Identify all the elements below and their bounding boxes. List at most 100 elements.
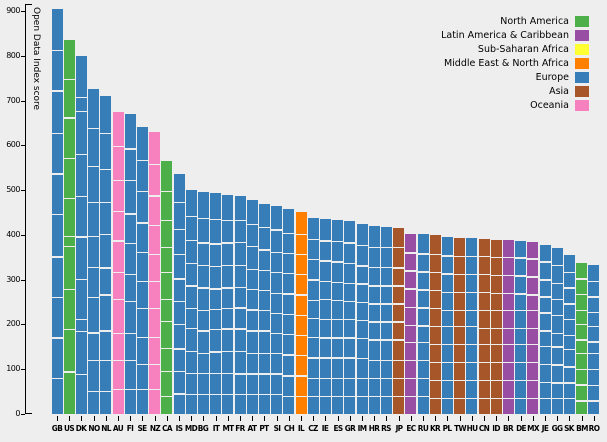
bar-segment[interactable]	[441, 274, 453, 292]
bar-segment[interactable]	[368, 248, 380, 268]
bar-segment[interactable]	[466, 363, 478, 381]
bar-segment[interactable]	[75, 197, 87, 237]
bar-segment[interactable]	[295, 336, 307, 356]
bar-segment[interactable]	[551, 300, 563, 315]
bar-segment[interactable]	[417, 361, 429, 378]
bar-segment[interactable]	[173, 203, 185, 229]
bar-segment[interactable]	[258, 270, 270, 290]
bar-segment[interactable]	[136, 309, 148, 337]
bar-segment[interactable]	[368, 286, 380, 304]
bar-segment[interactable]	[307, 280, 319, 300]
bar-segment[interactable]	[63, 199, 75, 237]
bar-segment[interactable]	[405, 253, 417, 271]
bar-segment[interactable]	[51, 8, 63, 51]
bar-segment[interactable]	[332, 358, 344, 378]
bar-segment[interactable]	[234, 394, 246, 414]
bar-segment[interactable]	[283, 294, 295, 314]
bar-segment[interactable]	[112, 181, 124, 212]
bar-segment[interactable]	[344, 302, 356, 320]
bar-segment[interactable]	[417, 254, 429, 272]
bar-segment[interactable]	[429, 363, 441, 380]
bar-segment[interactable]	[136, 160, 148, 191]
bar-segment[interactable]	[502, 399, 514, 414]
bar-segment[interactable]	[51, 257, 63, 297]
bar-segment[interactable]	[149, 309, 161, 338]
bar-ES[interactable]	[332, 220, 344, 414]
bar-segment[interactable]	[576, 311, 588, 324]
bar-segment[interactable]	[100, 134, 112, 169]
bar-segment[interactable]	[197, 243, 209, 265]
bar-segment[interactable]	[161, 322, 173, 349]
bar-segment[interactable]	[173, 279, 185, 301]
bar-segment[interactable]	[332, 242, 344, 262]
bar-segment[interactable]	[588, 385, 600, 401]
bar-segment[interactable]	[527, 381, 539, 398]
bar-IM[interactable]	[356, 224, 368, 414]
bar-segment[interactable]	[149, 338, 161, 365]
bar-segment[interactable]	[539, 262, 551, 280]
bar-segment[interactable]	[502, 345, 514, 363]
bar-segment[interactable]	[100, 268, 112, 295]
bar-segment[interactable]	[75, 237, 87, 279]
bar-segment[interactable]	[197, 192, 209, 218]
bar-segment[interactable]	[185, 216, 197, 241]
bar-segment[interactable]	[295, 234, 307, 254]
bar-segment[interactable]	[454, 381, 466, 398]
bar-segment[interactable]	[466, 293, 478, 311]
bar-segment[interactable]	[75, 154, 87, 197]
bar-BG[interactable]	[197, 192, 209, 414]
bar-CN[interactable]	[478, 239, 490, 414]
bar-segment[interactable]	[173, 302, 185, 324]
bar-segment[interactable]	[124, 333, 136, 360]
bar-segment[interactable]	[51, 338, 63, 378]
bar-segment[interactable]	[88, 89, 100, 129]
bar-segment[interactable]	[502, 258, 514, 275]
bar-segment[interactable]	[429, 255, 441, 272]
bar-segment[interactable]	[319, 338, 331, 358]
bar-segment[interactable]	[478, 399, 490, 414]
bar-segment[interactable]	[502, 311, 514, 329]
bar-segment[interactable]	[563, 336, 575, 349]
bar-segment[interactable]	[51, 215, 63, 257]
bar-segment[interactable]	[112, 300, 124, 333]
bar-segment[interactable]	[100, 96, 112, 133]
bar-segment[interactable]	[576, 262, 588, 279]
bar-segment[interactable]	[319, 282, 331, 299]
bar-DE[interactable]	[515, 240, 527, 414]
bar-segment[interactable]	[75, 112, 87, 154]
bar-segment[interactable]	[356, 224, 368, 246]
bar-segment[interactable]	[527, 363, 539, 381]
bar-segment[interactable]	[405, 271, 417, 289]
bar-segment[interactable]	[393, 340, 405, 360]
bar-segment[interactable]	[441, 236, 453, 256]
bar-segment[interactable]	[271, 333, 283, 353]
bar-segment[interactable]	[393, 248, 405, 268]
bar-KR[interactable]	[429, 234, 441, 414]
bar-segment[interactable]	[502, 381, 514, 399]
bar-segment[interactable]	[246, 394, 258, 414]
bar-segment[interactable]	[88, 203, 100, 236]
bar-segment[interactable]	[197, 311, 209, 331]
bar-segment[interactable]	[478, 381, 490, 398]
bar-segment[interactable]	[454, 311, 466, 326]
bar-segment[interactable]	[551, 333, 563, 347]
bar-IE[interactable]	[319, 219, 331, 414]
bar-segment[interactable]	[478, 293, 490, 311]
bar-segment[interactable]	[502, 276, 514, 293]
bar-segment[interactable]	[588, 370, 600, 385]
bar-segment[interactable]	[185, 241, 197, 263]
bar-MD[interactable]	[185, 190, 197, 414]
bar-segment[interactable]	[502, 294, 514, 311]
bar-segment[interactable]	[332, 320, 344, 338]
bar-segment[interactable]	[393, 286, 405, 304]
bar-segment[interactable]	[368, 304, 380, 322]
legend-item-asia[interactable]: Asia	[441, 84, 589, 98]
bar-segment[interactable]	[124, 360, 136, 389]
bar-segment[interactable]	[210, 352, 222, 374]
bar-segment[interactable]	[551, 315, 563, 333]
bar-GR[interactable]	[344, 221, 356, 414]
bar-segment[interactable]	[51, 379, 63, 414]
bar-segment[interactable]	[63, 118, 75, 158]
bar-segment[interactable]	[136, 223, 148, 252]
bar-segment[interactable]	[441, 310, 453, 326]
